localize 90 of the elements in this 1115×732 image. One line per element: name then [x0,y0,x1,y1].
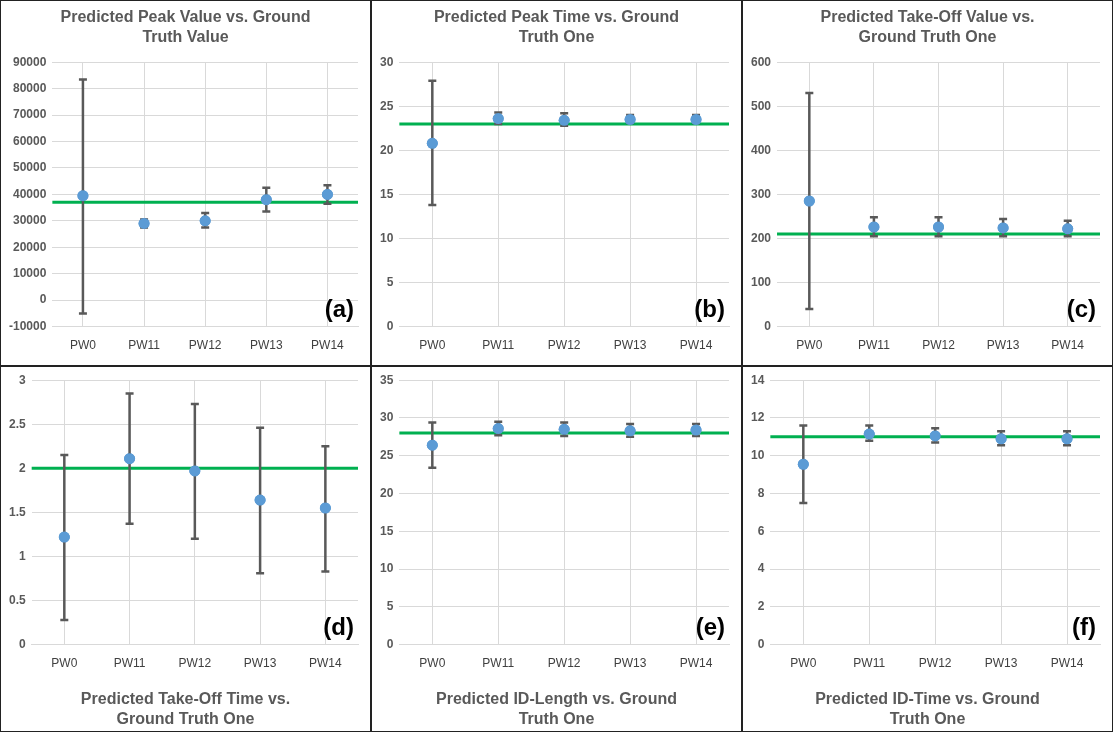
x-tick-label: PW13 [613,338,647,353]
y-tick-label: 10000 [12,266,47,281]
annotation: (f) [1072,613,1096,641]
x-tick-label: PW12 [547,338,581,353]
text: Predicted ID-Time vs. Ground Truth One [814,689,1041,729]
y-tick-label: 8 [757,485,765,500]
y-tick-label: 15 [379,523,394,538]
y-tick-label: 0 [764,318,772,333]
y-tick-label: 0 [39,292,47,307]
x-tick-label: PW14 [1051,338,1085,353]
chart-title: Predicted Take-Off Value vs. Ground Truth One [819,7,1036,47]
y-tick-label: 0 [386,636,394,651]
y-tick-label: 5 [386,599,394,614]
x-tick-label: PW13 [249,338,283,353]
y-tick-label: -10000 [8,318,47,333]
y-tick-label: 2 [18,460,26,475]
x-tick-label: PW14 [1050,656,1084,671]
y-tick-label: 30 [379,410,394,425]
text: Predicted ID-Length vs. Ground Truth One [435,689,678,729]
annotation: (b) [694,295,725,323]
annotation: (e) [695,613,725,641]
y-tick-label: 0.5 [8,592,26,607]
y-tick-label: 4 [757,561,765,576]
x-tick-label: PW14 [679,338,713,353]
x-tick-label: PW14 [679,656,713,671]
x-tick-label: PW11 [482,656,515,671]
y-tick-label: 5 [386,274,394,289]
x-tick-label: PW0 [419,338,446,353]
y-tick-label: 600 [750,54,772,69]
x-tick-label: PW0 [790,656,817,671]
y-tick-label: 300 [750,186,772,201]
y-tick-label: 1 [18,548,26,563]
y-tick-label: 14 [750,372,765,387]
y-tick-label: 20 [379,142,394,157]
y-tick-label: 30000 [12,213,47,228]
x-tick-label: PW13 [243,656,277,671]
y-tick-label: 12 [750,410,765,425]
x-tick-label: PW0 [69,338,97,353]
text: Predicted Take-Off Time vs. Ground Truth One [79,689,292,729]
y-tick-label: 40000 [12,186,47,201]
x-tick-label: PW12 [922,338,956,353]
y-tick-label: 15 [379,186,394,201]
y-tick-label: 2 [757,599,765,614]
x-tick-label: PW12 [188,338,222,353]
x-tick-label: PW0 [51,656,78,671]
annotation: (c) [1066,295,1096,323]
x-tick-label: PW11 [128,338,161,353]
y-tick-label: 20000 [12,239,47,254]
x-tick-label: PW11 [858,338,891,353]
y-tick-label: 90000 [12,54,47,69]
y-tick-label: 35 [379,372,394,387]
chart-title: Predicted Peak Value vs. Ground Truth Value [59,7,312,47]
y-tick-label: 50000 [12,160,47,175]
x-tick-label: PW12 [547,656,581,671]
y-tick-label: 0 [18,636,26,651]
annotation: (d) [323,613,354,641]
y-tick-label: 10 [379,230,394,245]
y-tick-label: 1.5 [8,504,26,519]
y-tick-label: 6 [757,523,765,538]
y-tick-label: 10 [379,561,394,576]
x-tick-label: PW13 [613,656,647,671]
y-tick-label: 25 [379,448,394,463]
y-tick-label: 25 [379,98,394,113]
y-tick-label: 400 [750,142,772,157]
y-tick-label: 70000 [12,107,47,122]
y-tick-label: 20 [379,485,394,500]
x-tick-label: PW0 [796,338,823,353]
x-tick-label: PW11 [113,656,146,671]
x-tick-label: PW14 [309,656,343,671]
y-tick-label: 0 [386,318,394,333]
x-tick-label: PW0 [419,656,446,671]
x-tick-label: PW14 [311,338,345,353]
y-tick-label: 10 [750,448,765,463]
chart-title: Predicted Peak Time vs. Ground Truth One [432,7,681,47]
y-tick-label: 100 [750,274,772,289]
x-tick-label: PW12 [178,656,212,671]
x-tick-label: PW13 [984,656,1018,671]
annotation: (a) [324,295,354,323]
x-tick-label: PW11 [853,656,886,671]
x-tick-label: PW11 [482,338,515,353]
y-tick-label: 3 [18,372,26,387]
y-tick-label: 500 [750,98,772,113]
y-tick-label: 60000 [12,133,47,148]
y-tick-label: 30 [379,54,394,69]
y-tick-label: 2.5 [8,416,26,431]
y-tick-label: 0 [757,636,765,651]
y-tick-label: 80000 [12,80,47,95]
x-tick-label: PW13 [986,338,1020,353]
x-tick-label: PW12 [918,656,952,671]
y-tick-label: 200 [750,230,772,245]
